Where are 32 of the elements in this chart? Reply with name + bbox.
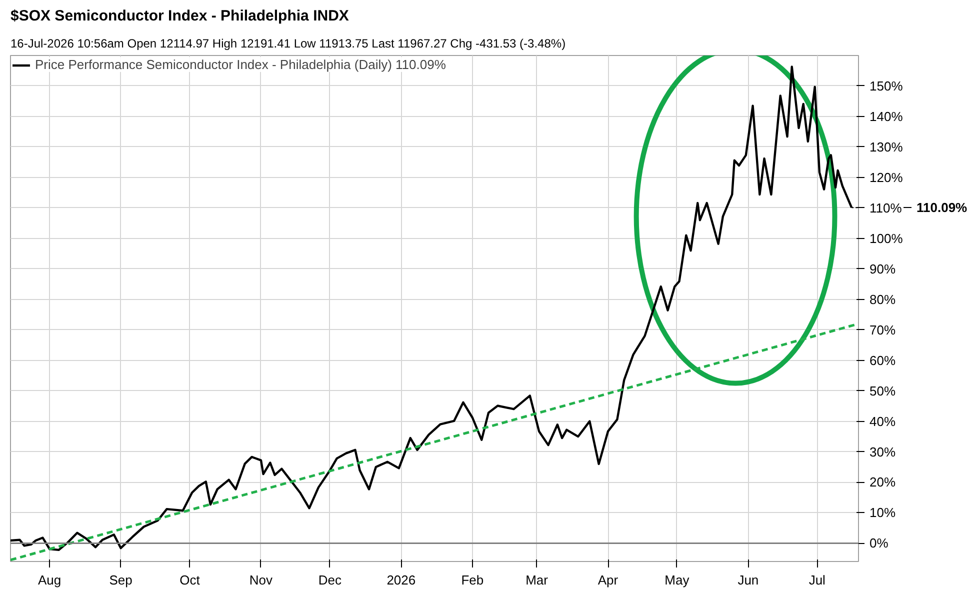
- x-tick-label: Nov: [249, 572, 274, 588]
- y-tick-label: 80%: [870, 292, 896, 307]
- y-tick-label: 30%: [870, 444, 896, 460]
- y-tick-label: 60%: [870, 352, 896, 368]
- x-tick-label: Mar: [526, 572, 549, 588]
- y-tick-label: 20%: [870, 474, 896, 490]
- y-tick-label: 50%: [870, 383, 896, 398]
- x-tick-label: Sep: [109, 572, 132, 588]
- y-tick-label: 0%: [870, 536, 889, 551]
- x-tick-label: Oct: [180, 572, 200, 588]
- x-tick-label: Jul: [808, 572, 826, 588]
- y-tick-label: 120%: [870, 170, 904, 185]
- x-tick-label: May: [664, 572, 690, 588]
- y-tick-label: 140%: [870, 108, 904, 124]
- x-tick-label: 2026: [386, 572, 416, 588]
- x-tick-label: Apr: [598, 572, 619, 588]
- chart-subtitle: 16-Jul-2026 10:56am Open 12114.97 High 12191.41 Low 11913.75 Last 11967.27 Chg -431.53 (-3.48%): [10, 36, 566, 50]
- y-tick-label: 90%: [870, 261, 896, 276]
- y-tick-label: 100%: [870, 230, 904, 246]
- x-tick-label: Dec: [318, 572, 342, 588]
- y-tick-label: 110%: [870, 200, 902, 216]
- y-tick-label: 10%: [870, 505, 896, 520]
- y-tick-label: 40%: [870, 414, 896, 429]
- legend-label: Price Performance Semiconductor Index - Philadelphia (Daily) 110.09%: [35, 57, 446, 72]
- y-tick-label: 150%: [870, 78, 904, 94]
- x-tick-label: Aug: [38, 572, 62, 588]
- y-tick-label: 70%: [870, 322, 896, 338]
- x-tick-label: Jun: [738, 572, 759, 588]
- y-tick-label: 130%: [870, 139, 904, 154]
- text: 110.09%: [916, 200, 968, 216]
- chart-title: $SOX Semiconductor Index - Philadelphia INDX: [10, 8, 349, 24]
- x-tick-label: Feb: [461, 572, 484, 588]
